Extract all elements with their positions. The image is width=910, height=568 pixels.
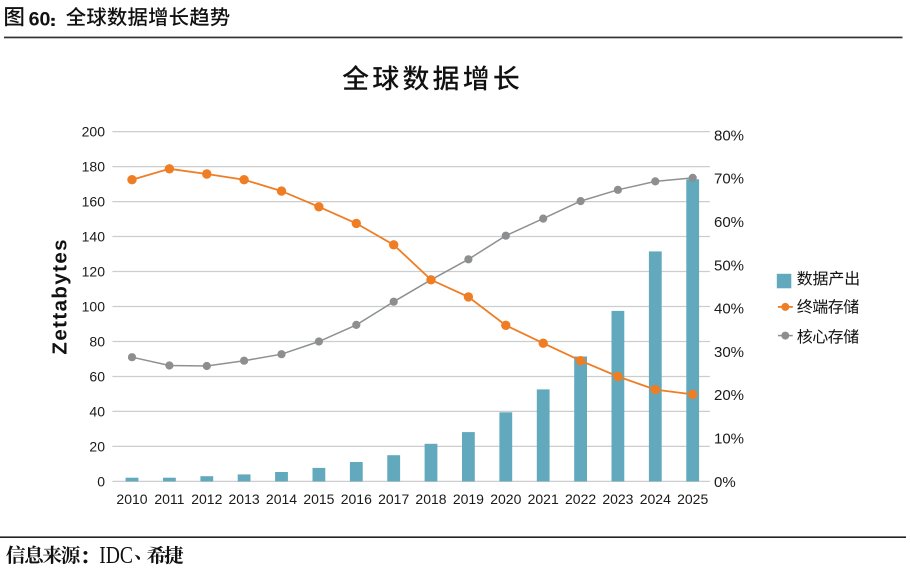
svg-text:70%: 70% [714, 171, 744, 188]
svg-text:120: 120 [82, 264, 106, 280]
svg-text:40: 40 [89, 403, 105, 419]
svg-text:2010: 2010 [116, 491, 147, 507]
svg-text:2025: 2025 [677, 491, 708, 507]
svg-text:2012: 2012 [191, 491, 222, 507]
svg-text:10%: 10% [714, 431, 744, 448]
svg-text:20%: 20% [714, 387, 744, 404]
svg-text:80%: 80% [714, 127, 744, 144]
svg-text:2024: 2024 [640, 491, 671, 507]
svg-text:2011: 2011 [154, 491, 184, 507]
svg-text:2013: 2013 [229, 491, 260, 507]
svg-text:50%: 50% [714, 257, 744, 274]
svg-text:100: 100 [82, 299, 106, 315]
svg-text:60%: 60% [714, 214, 744, 231]
svg-text:0: 0 [97, 473, 105, 489]
svg-text:40%: 40% [714, 301, 744, 318]
svg-text:2021: 2021 [528, 491, 559, 507]
svg-text:20: 20 [89, 438, 105, 454]
svg-text:60: 60 [29, 9, 51, 31]
svg-text:0%: 0% [714, 474, 736, 491]
svg-text:80: 80 [89, 334, 105, 350]
svg-text:IDC: IDC [99, 541, 133, 568]
svg-text:60: 60 [89, 369, 105, 385]
svg-text:2017: 2017 [378, 491, 409, 507]
svg-text:2020: 2020 [490, 491, 521, 507]
svg-text:180: 180 [82, 159, 106, 175]
svg-text:2022: 2022 [565, 491, 596, 507]
svg-text:Zettabytes: Zettabytes [48, 238, 71, 355]
svg-text:200: 200 [82, 124, 106, 140]
svg-text:30%: 30% [714, 344, 744, 361]
svg-text:2015: 2015 [303, 491, 334, 507]
svg-text:2018: 2018 [415, 491, 446, 507]
svg-text:140: 140 [82, 229, 106, 245]
svg-text:2023: 2023 [602, 491, 633, 507]
svg-text:2016: 2016 [341, 491, 372, 507]
svg-text:2019: 2019 [453, 491, 484, 507]
svg-text:160: 160 [82, 194, 106, 210]
svg-text:2014: 2014 [266, 491, 297, 507]
